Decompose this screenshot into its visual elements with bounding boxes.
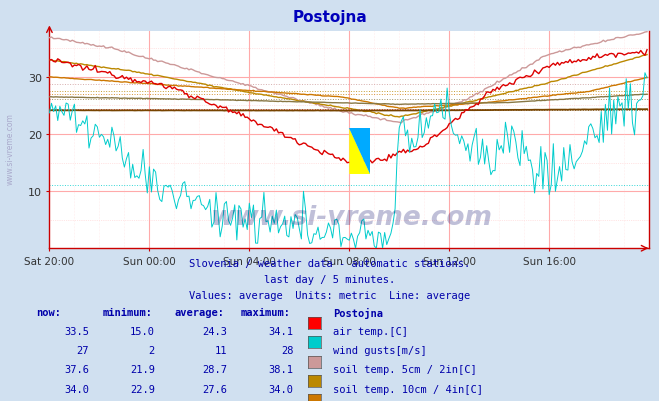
Text: minimum:: minimum: [102,307,152,317]
Text: soil temp. 10cm / 4in[C]: soil temp. 10cm / 4in[C] [333,384,483,394]
Text: www.si-vreme.com: www.si-vreme.com [5,113,14,184]
Text: 34.0: 34.0 [268,384,293,394]
Text: 37.6: 37.6 [64,365,89,375]
Text: Postojna: Postojna [333,307,383,318]
Text: 38.1: 38.1 [268,365,293,375]
Text: 27: 27 [76,345,89,355]
Text: wind gusts[m/s]: wind gusts[m/s] [333,345,426,355]
Text: 21.9: 21.9 [130,365,155,375]
Text: Slovenia / weather data - automatic stations.: Slovenia / weather data - automatic stat… [189,259,470,269]
Text: 2: 2 [149,345,155,355]
Text: 15.0: 15.0 [130,326,155,336]
Text: 28.7: 28.7 [202,365,227,375]
Text: 34.1: 34.1 [268,326,293,336]
Text: 24.3: 24.3 [202,326,227,336]
Polygon shape [349,129,370,174]
Text: 11: 11 [215,345,227,355]
Text: 34.0: 34.0 [64,384,89,394]
Text: now:: now: [36,307,61,317]
Text: maximum:: maximum: [241,307,291,317]
Text: last day / 5 minutes.: last day / 5 minutes. [264,275,395,285]
Text: 22.9: 22.9 [130,384,155,394]
Polygon shape [349,129,370,174]
Text: 27.6: 27.6 [202,384,227,394]
Text: average:: average: [175,307,225,317]
Text: soil temp. 5cm / 2in[C]: soil temp. 5cm / 2in[C] [333,365,476,375]
Text: 33.5: 33.5 [64,326,89,336]
Text: air temp.[C]: air temp.[C] [333,326,408,336]
Text: Values: average  Units: metric  Line: average: Values: average Units: metric Line: aver… [189,291,470,301]
Text: Postojna: Postojna [292,10,367,25]
Text: 28: 28 [281,345,293,355]
Text: www.si-vreme.com: www.si-vreme.com [210,205,492,230]
